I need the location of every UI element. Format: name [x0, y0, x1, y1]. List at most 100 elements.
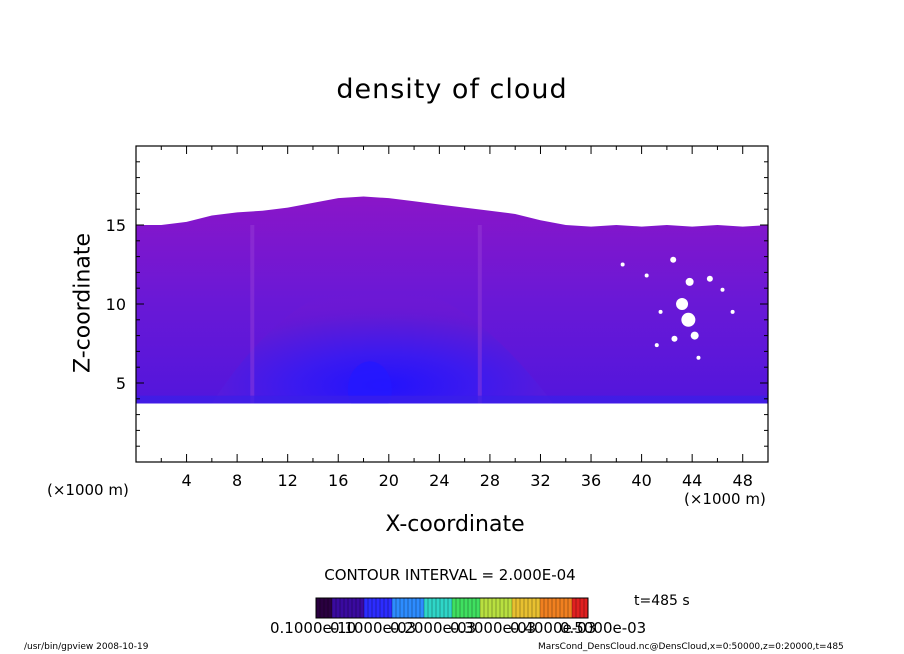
x-tick-label: 44	[682, 471, 702, 490]
colorbar-label: 0.4000e-03	[510, 619, 597, 637]
colorbar-swatch	[384, 598, 389, 618]
colorbar-swatch	[388, 598, 393, 618]
colorbar-swatch	[336, 598, 341, 618]
cloud-gap	[696, 355, 701, 360]
colorbar-swatch	[464, 598, 469, 618]
colorbar-swatch	[556, 598, 561, 618]
x-axis-unit-left: (×1000 m)	[47, 481, 129, 499]
colorbar-swatch	[536, 598, 541, 618]
contour-interval-label: CONTOUR INTERVAL = 2.000E-04	[324, 566, 576, 584]
colorbar-label: 0.1000e-10	[270, 619, 357, 637]
x-tick-label: 28	[480, 471, 500, 490]
cloud-gap	[730, 309, 735, 314]
cloud-gap	[681, 312, 696, 327]
x-axis-label: X-coordinate	[385, 512, 525, 537]
colorbar-swatch	[396, 598, 401, 618]
colorbar-swatch	[504, 598, 509, 618]
colorbar-swatch	[520, 598, 525, 618]
colorbar-swatch	[568, 598, 573, 618]
colorbar-swatch	[484, 598, 489, 618]
colorbar-swatch	[376, 598, 381, 618]
y-axis-label: Z-coordinate	[70, 233, 96, 373]
colorbar-swatch	[348, 598, 353, 618]
colorbar-swatch	[352, 598, 357, 618]
colorbar-swatch	[368, 598, 373, 618]
colorbar-swatch	[328, 598, 333, 618]
colorbar-swatch	[572, 598, 577, 618]
footer-command: /usr/bin/gpview 2008-10-19	[24, 642, 149, 652]
cloud-gap	[620, 262, 625, 267]
colorbar-swatch	[380, 598, 385, 618]
colorbar-swatch	[552, 598, 557, 618]
colorbar-swatch	[320, 598, 325, 618]
x-tick-label: 40	[631, 471, 651, 490]
colorbar-swatch	[580, 598, 585, 618]
colorbar-swatch	[420, 598, 425, 618]
colorbar-swatch	[440, 598, 445, 618]
colorbar-swatch	[548, 598, 553, 618]
colorbar-swatch	[360, 598, 365, 618]
cloud-gap	[685, 277, 694, 286]
colorbar-swatch	[460, 598, 465, 618]
y-tick-label: 10	[106, 295, 126, 314]
footer-source: MarsCond_DensCloud.nc@DensCloud,x=0:5000…	[538, 642, 844, 652]
colorbar-swatch	[496, 598, 501, 618]
colorbar-swatch	[428, 598, 433, 618]
cloud-streak	[250, 225, 255, 404]
colorbar-swatch	[540, 598, 545, 618]
x-axis-unit-right: (×1000 m)	[684, 490, 766, 508]
colorbar-swatch	[316, 598, 321, 618]
colorbar-label: 0.1000e-03	[330, 619, 417, 637]
colorbar-swatch	[444, 598, 449, 618]
colorbar-swatch	[424, 598, 429, 618]
colorbar-frame	[315, 597, 589, 619]
y-tick-label: 15	[106, 216, 126, 235]
x-tick-label: 32	[530, 471, 550, 490]
colorbar-swatch	[400, 598, 405, 618]
x-tick-label: 20	[379, 471, 399, 490]
colorbar-swatch	[332, 598, 337, 618]
colorbar-swatch	[480, 598, 485, 618]
colorbar-swatch	[492, 598, 497, 618]
cloud-streak	[477, 225, 482, 404]
clear-region	[136, 403, 768, 462]
colorbar-swatch	[476, 598, 481, 618]
colorbar-swatch	[432, 598, 437, 618]
colorbar-swatch	[456, 598, 461, 618]
cloud-gap	[670, 256, 677, 263]
colorbar-swatch	[372, 598, 377, 618]
x-tick-label: 8	[232, 471, 242, 490]
cloud-gap	[671, 335, 678, 342]
colorbar-swatch	[516, 598, 521, 618]
time-label: t=485 s	[634, 593, 690, 609]
colorbar-swatch	[340, 598, 345, 618]
cloud-gap	[720, 287, 725, 292]
cloud-gap	[644, 273, 649, 278]
colorbar-swatch	[472, 598, 477, 618]
colorbar-swatch	[584, 598, 589, 618]
colorbar-swatch	[532, 598, 537, 618]
colorbar-swatch	[448, 598, 453, 618]
colorbar-swatch	[416, 598, 421, 618]
colorbar-label: 0.5000e-03	[560, 619, 647, 637]
colorbar-swatch	[524, 598, 529, 618]
colorbar-swatch	[488, 598, 493, 618]
colorbar-swatch	[344, 598, 349, 618]
colorbar-swatch	[412, 598, 417, 618]
colorbar-swatch	[364, 598, 369, 618]
colorbar-labels: 0.1000e-10 0.1000e-03 0.2000e-03 0.3000e…	[270, 619, 646, 641]
colorbar-swatch	[508, 598, 513, 618]
cloud-gap	[676, 298, 689, 310]
cloud-gap	[658, 309, 663, 314]
chart-title: density of cloud	[336, 74, 568, 105]
colorbar-swatch	[564, 598, 569, 618]
colorbar-swatch	[468, 598, 473, 618]
x-tick-label: 24	[429, 471, 449, 490]
colorbar-swatch	[512, 598, 517, 618]
colorbar-swatch	[576, 598, 581, 618]
cloud-core	[211, 282, 554, 404]
x-tick-label: 16	[328, 471, 348, 490]
x-tick-label: 4	[181, 471, 191, 490]
colorbar-swatch	[404, 598, 409, 618]
